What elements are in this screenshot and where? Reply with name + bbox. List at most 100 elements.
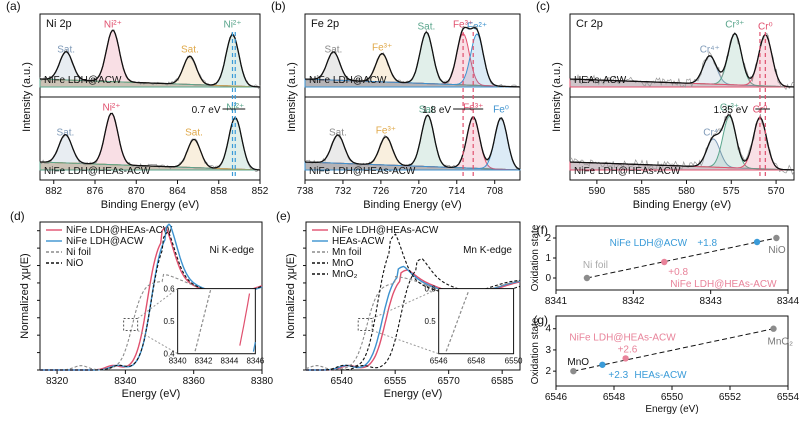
fit-line xyxy=(573,328,774,372)
panel-label: (b) xyxy=(271,0,286,13)
x-tick-label: 8340 xyxy=(114,376,137,387)
data-point xyxy=(583,274,591,282)
x-tick-label: 708 xyxy=(486,186,503,197)
inset-x-tick-label: 6546 xyxy=(430,357,448,366)
x-tick-label: 8341 xyxy=(545,296,568,307)
legend-label: HEAs-ACW xyxy=(332,236,385,247)
panel-label: (c) xyxy=(536,0,550,13)
point-value: +2.3 xyxy=(608,370,628,381)
envelope-line xyxy=(40,29,261,88)
point-label: NiFe LDH@HEAs-ACW xyxy=(670,279,777,290)
inset-x-tick-label: 8340 xyxy=(169,357,187,366)
panel-label: (d) xyxy=(10,209,25,223)
x-tick-label: 6540 xyxy=(331,376,354,387)
inset-frame xyxy=(177,288,256,355)
panel-title: Ni 2p xyxy=(46,18,72,30)
peak-label: Sat. xyxy=(185,128,203,139)
inset-series-line-1 xyxy=(252,341,256,352)
point-label: MnO xyxy=(567,357,589,368)
sample-label: NiFe LDH@ACW xyxy=(309,75,387,86)
x-tick-label: 732 xyxy=(335,186,352,197)
x-tick-label: 585 xyxy=(633,186,650,197)
x-tick-label: 876 xyxy=(87,186,104,197)
y-tick-label: 0 xyxy=(545,273,551,284)
x-tick-label: 6550 xyxy=(661,392,684,403)
y-tick-label: 2 xyxy=(545,366,551,377)
x-tick-label: 6548 xyxy=(603,392,626,403)
peak-label: Sat. xyxy=(418,22,436,33)
zoom-connector xyxy=(371,288,439,319)
legend-label: MnO xyxy=(332,258,354,269)
x-tick-label: 580 xyxy=(678,186,695,197)
x-axis-label: Binding Energy (eV) xyxy=(363,199,461,211)
peak-label: Sat. xyxy=(57,128,75,139)
inset-y-tick-label: 0.5 xyxy=(164,317,176,326)
panel-a: 882 876 870 864 858 852 Binding Energy (eV) Int… xyxy=(6,0,269,211)
peak-label: Fe²⁺ xyxy=(467,22,487,33)
panel-d: 8320 8340 8360 8380 Energy (eV) Normalized χμ… xyxy=(10,209,274,400)
panel-b: 738 732 726 720 714 708 Binding Energy (eV) Int… xyxy=(271,0,521,211)
inset-x-tick-label: 6548 xyxy=(467,357,485,366)
legend-label: NiFe LDH@ACW xyxy=(66,236,144,247)
legend-label: MnO₂ xyxy=(332,269,358,280)
inset-y-tick-label: 0.6 xyxy=(164,285,176,294)
inset-frame xyxy=(438,288,515,355)
envelope-line xyxy=(569,114,795,171)
x-tick-label: 714 xyxy=(448,186,465,197)
zoom-box xyxy=(123,317,139,331)
peak-label: Fe³⁺ xyxy=(463,103,483,114)
peak-label: Ni²⁺ xyxy=(104,20,122,31)
data-point xyxy=(622,355,629,362)
y-axis-label: Oxidation state xyxy=(530,317,541,384)
inset-x-tick-label: 6550 xyxy=(505,357,523,366)
peak-label: Ni²⁺ xyxy=(226,103,244,114)
inset-y-tick-label: 0.6 xyxy=(425,285,437,294)
point-value: +2.6 xyxy=(618,344,638,355)
x-tick-label: 6554 xyxy=(777,392,800,403)
legend-label: Mn foil xyxy=(332,247,361,258)
y-axis-label: Oxidation state xyxy=(530,224,541,291)
x-tick-label: 590 xyxy=(589,186,606,197)
y-tick-label: 4 xyxy=(545,324,551,335)
x-tick-label: 858 xyxy=(210,186,227,197)
panel-title: Fe 2p xyxy=(311,18,339,30)
data-point xyxy=(661,258,668,266)
data-point xyxy=(753,238,761,246)
panel-g: 6546 6548 6550 6552 6554 2 3 4 Oxidation state(g… xyxy=(530,313,800,415)
sample-label: HEAs-ACW xyxy=(574,75,627,86)
x-tick-label: 8320 xyxy=(46,376,69,387)
x-tick-label: 8342 xyxy=(622,296,645,307)
data-point xyxy=(570,367,577,375)
x-tick-label: 6552 xyxy=(719,392,742,403)
point-label: NiO xyxy=(768,245,785,256)
peak-label: Sat. xyxy=(329,128,347,139)
plot-frame xyxy=(305,221,521,371)
inset-series-line-0 xyxy=(239,293,251,346)
envelope-line xyxy=(569,32,795,88)
panel-c: 590 585 580 575 570 Binding Energy (eV) Intens… xyxy=(536,0,795,211)
inset-y-tick-label: 0.5 xyxy=(425,317,437,326)
point-label: HEAs-ACW xyxy=(634,370,687,381)
x-tick-label: 8380 xyxy=(251,376,274,387)
inset-y-tick-label: 0.4 xyxy=(164,350,176,359)
x-axis-label: Energy (eV) xyxy=(645,404,698,415)
x-tick-label: 864 xyxy=(169,186,186,197)
panel-e: 6540 6555 6570 6585 Energy (eV) Normalized χμ… xyxy=(276,209,523,400)
peak-label: Fe³⁺ xyxy=(372,43,392,54)
panel-f: 8341 8342 8343 8344 0 1 2 Oxidation state(f) Ni … xyxy=(530,223,800,307)
x-axis-label: Energy (eV) xyxy=(122,388,181,400)
fit-line xyxy=(586,237,777,279)
peak-label: Cr⁴⁺ xyxy=(703,128,723,139)
data-point xyxy=(773,234,780,242)
zoom-connector xyxy=(137,288,178,319)
peak-label: Ni²⁺ xyxy=(223,20,241,31)
y-axis-label: Normalized χμ(E) xyxy=(285,253,297,338)
panel-label: (e) xyxy=(276,209,291,223)
data-point xyxy=(599,361,606,368)
data-point xyxy=(770,325,777,332)
shift-label: 1.35 eV xyxy=(713,105,748,116)
x-tick-label: 575 xyxy=(723,186,740,197)
legend-label: NiFe LDH@HEAs-ACW xyxy=(66,225,173,236)
point-value: +0.8 xyxy=(668,267,688,278)
x-tick-label: 870 xyxy=(128,186,145,197)
